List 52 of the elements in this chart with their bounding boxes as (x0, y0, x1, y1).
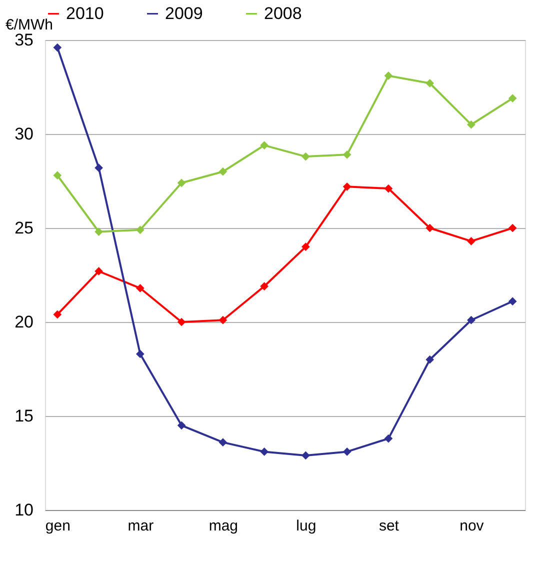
x-tick-label: lug (296, 518, 316, 534)
point (218, 438, 228, 447)
point (136, 350, 144, 358)
point (94, 267, 103, 276)
y-tick-label: 10 (14, 500, 34, 520)
point (177, 178, 186, 188)
point (218, 316, 228, 324)
point (260, 141, 268, 150)
legend-label: 2008 (264, 4, 302, 23)
point (384, 434, 393, 443)
point (342, 448, 352, 456)
point (302, 451, 310, 460)
legend-label: 2010 (66, 4, 104, 23)
point (53, 310, 62, 319)
point (218, 167, 228, 176)
x-tick-label: mar (128, 518, 154, 534)
point (53, 171, 62, 180)
point (467, 236, 476, 246)
point (467, 316, 476, 324)
point (136, 284, 144, 292)
x-tick-label: set (378, 518, 400, 534)
point (426, 355, 434, 364)
point (467, 120, 476, 129)
point (426, 224, 434, 232)
y-tick-label: 35 (14, 30, 34, 50)
x-tick-label: gen (45, 518, 70, 534)
point (384, 72, 393, 80)
point (136, 226, 144, 234)
point (302, 152, 310, 161)
point (94, 164, 103, 172)
y-axis-title: €/MWh (6, 16, 54, 34)
point (177, 421, 186, 430)
point (342, 150, 352, 159)
point (508, 224, 517, 232)
y-tick-label: 15 (14, 406, 34, 426)
y-tick-label: 30 (14, 124, 34, 144)
legend-label: 2009 (165, 4, 203, 23)
point (53, 43, 62, 52)
point (260, 282, 268, 290)
x-tick-label: nov (460, 518, 484, 534)
point (302, 242, 310, 251)
x-tick-label: mag (208, 518, 238, 534)
y-tick-label: 20 (14, 312, 34, 332)
point (508, 94, 517, 102)
point (94, 228, 103, 236)
y-tick-label: 25 (14, 218, 34, 238)
point (260, 448, 268, 456)
point (384, 184, 393, 193)
point (342, 182, 352, 191)
point (508, 297, 517, 306)
point (426, 79, 434, 88)
point (177, 318, 186, 326)
